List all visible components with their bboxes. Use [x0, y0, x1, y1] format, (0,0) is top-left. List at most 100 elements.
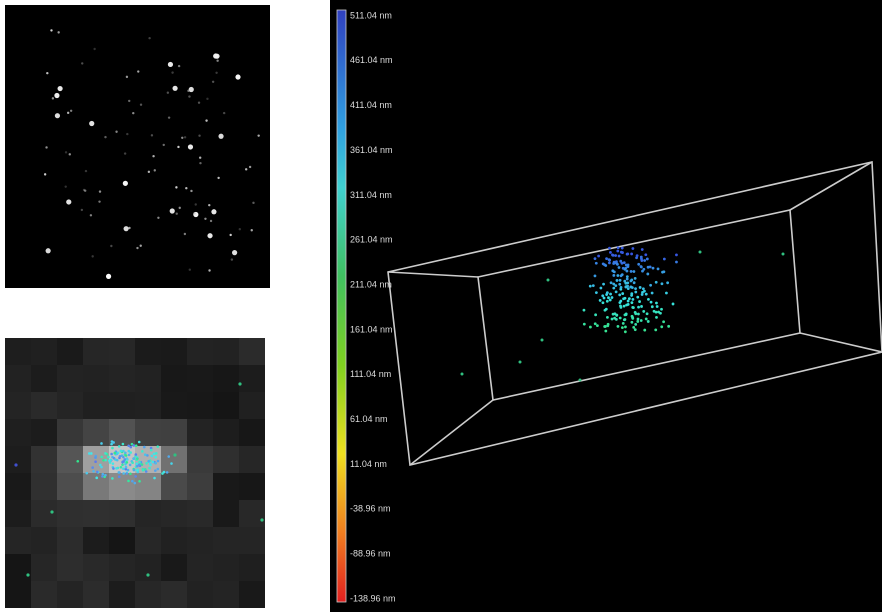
pixel: [187, 419, 213, 446]
spot: [235, 74, 240, 79]
zoom-point: [154, 469, 157, 472]
pixel: [187, 392, 213, 419]
spot: [91, 255, 93, 257]
pixel: [239, 500, 265, 527]
3d-point: [655, 302, 658, 305]
pixel: [57, 446, 83, 473]
zoom-point: [156, 445, 159, 448]
zoom-point: [127, 450, 130, 453]
3d-point: [596, 324, 599, 327]
colorbar-label: -88.96 nm: [350, 549, 391, 559]
pixel: [57, 527, 83, 554]
pixel: [31, 473, 57, 500]
zoom-point: [129, 472, 132, 475]
3d-point: [667, 325, 670, 328]
zoom-point: [170, 462, 173, 465]
zoom-point: [163, 471, 166, 474]
spot: [232, 250, 237, 255]
colorbar-label: 11.04 nm: [350, 459, 387, 469]
3d-point: [645, 318, 648, 321]
spot: [136, 247, 138, 249]
spot: [148, 171, 150, 173]
pixel: [135, 392, 161, 419]
3d-point: [637, 306, 640, 309]
3d-point: [663, 258, 666, 261]
zoom-point: [85, 472, 88, 475]
zoom-point: [102, 459, 105, 462]
spot: [50, 29, 52, 31]
spot: [171, 71, 173, 73]
3d-point: [624, 326, 627, 329]
zoom-point: [101, 475, 104, 478]
colorbar-label: 111.04 nm: [350, 369, 391, 379]
3d-point: [608, 258, 611, 261]
zoom-point: [153, 452, 156, 455]
3d-point: [594, 274, 597, 277]
pixel: [31, 554, 57, 581]
pixel-grid: [5, 338, 265, 608]
zoom-point: [76, 460, 79, 463]
spot: [195, 203, 197, 205]
zoom-point: [91, 466, 94, 469]
pixel: [57, 581, 83, 608]
3d-point: [631, 247, 634, 250]
spot: [57, 31, 59, 33]
zoom-point: [132, 444, 135, 447]
3d-point: [608, 247, 611, 250]
spot: [214, 54, 219, 59]
spot: [55, 113, 60, 118]
3d-point: [609, 293, 612, 296]
spot: [157, 217, 159, 219]
3d-point: [615, 314, 618, 317]
pixel: [83, 554, 109, 581]
pixel: [57, 419, 83, 446]
pixel: [31, 365, 57, 392]
spot: [81, 209, 83, 211]
3d-point: [630, 270, 633, 273]
zoom-point: [26, 573, 29, 576]
3d-point: [651, 305, 654, 308]
3d-point: [607, 296, 610, 299]
colorbar-label: -38.96 nm: [350, 504, 391, 514]
pixel: [83, 419, 109, 446]
zoom-point: [238, 382, 241, 385]
3d-point: [627, 287, 630, 290]
pixel: [83, 338, 109, 365]
3d-point: [631, 315, 634, 318]
pixel: [83, 581, 109, 608]
pixel: [57, 392, 83, 419]
zoom-point: [101, 473, 104, 476]
spot: [177, 146, 179, 148]
zoom-point: [104, 474, 107, 477]
spot: [124, 152, 126, 154]
pixel: [31, 446, 57, 473]
zoom-point: [112, 467, 115, 470]
pixel: [213, 581, 239, 608]
pixel: [135, 473, 161, 500]
zoom-point: [135, 462, 138, 465]
pixel: [135, 527, 161, 554]
3d-point: [659, 312, 662, 315]
zoom-point: [145, 462, 148, 465]
spot: [46, 72, 48, 74]
spot: [168, 62, 173, 67]
zoom-point: [112, 462, 115, 465]
zoom-point: [142, 469, 145, 472]
spot: [65, 185, 67, 187]
zoom-point: [127, 444, 130, 447]
pixel: [31, 581, 57, 608]
zoom-point: [122, 472, 125, 475]
pixel: [135, 338, 161, 365]
3d-point: [646, 312, 649, 315]
3d-point: [618, 255, 621, 258]
3d-point: [614, 254, 617, 257]
zoom-point: [136, 469, 139, 472]
3d-point: [616, 274, 619, 277]
3d-point: [626, 278, 629, 281]
spot: [190, 190, 192, 192]
spot: [210, 220, 212, 222]
3d-point: [602, 263, 605, 266]
pixel: [187, 338, 213, 365]
zoom-point: [119, 455, 122, 458]
3d-point: [623, 318, 626, 321]
